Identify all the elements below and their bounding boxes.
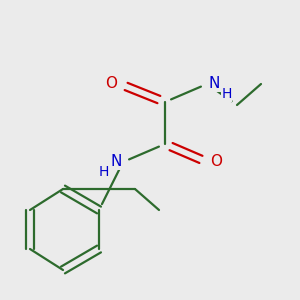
Text: H: H bbox=[98, 166, 109, 179]
Text: O: O bbox=[105, 76, 117, 92]
Text: O: O bbox=[210, 154, 222, 169]
Text: N: N bbox=[208, 76, 220, 92]
Text: N: N bbox=[110, 154, 122, 169]
Text: H: H bbox=[221, 88, 232, 101]
